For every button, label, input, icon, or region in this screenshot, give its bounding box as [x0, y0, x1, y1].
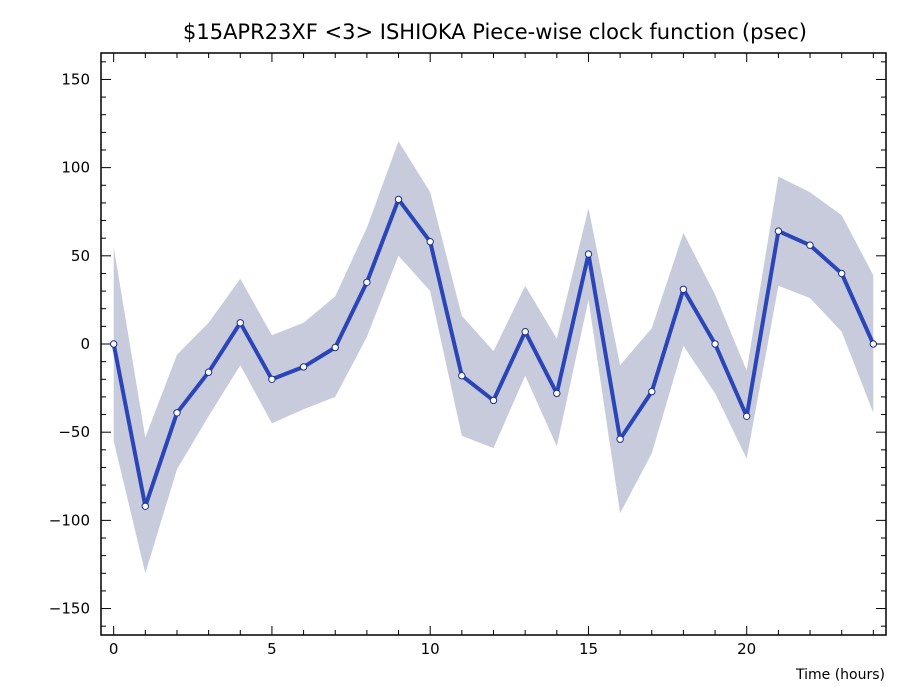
data-point — [110, 340, 118, 348]
x-axis-label: Time (hours) — [795, 667, 885, 683]
y-tick-labels: −150 −100 −50 0 50 100 150 — [49, 71, 90, 618]
data-point — [838, 269, 846, 278]
data-point — [648, 387, 656, 396]
data-point — [489, 396, 498, 405]
data-point — [299, 363, 308, 371]
y-tick-label: −100 — [49, 511, 90, 529]
data-point — [774, 227, 783, 235]
x-tick-label: 5 — [267, 640, 277, 658]
data-point — [268, 375, 276, 383]
x-tick-label: 15 — [579, 640, 598, 658]
data-points-layer — [110, 195, 877, 510]
data-point — [426, 238, 434, 246]
data-point — [236, 319, 245, 327]
y-tick-label: 0 — [80, 335, 90, 353]
x-tick-label: 20 — [737, 640, 756, 658]
data-point — [458, 372, 466, 380]
y-tick-label: 150 — [61, 71, 90, 89]
data-point — [584, 250, 593, 258]
data-point — [869, 340, 877, 348]
uncertainty-band-layer — [113, 141, 874, 574]
data-point — [711, 340, 719, 348]
data-point — [553, 389, 561, 398]
uncertainty-band — [113, 141, 874, 574]
data-point — [679, 285, 688, 293]
data-point — [394, 195, 403, 204]
y-tick-label: −50 — [58, 423, 90, 441]
data-point — [141, 502, 150, 510]
data-point — [363, 278, 371, 286]
data-point — [173, 409, 181, 417]
axis-ticks — [101, 53, 886, 635]
x-tick-label: 10 — [421, 640, 440, 658]
data-point — [743, 412, 751, 420]
chart-title: $15APR23XF <3> ISHIOKA Piece-wise clock … — [183, 20, 807, 44]
x-tick-label: 0 — [109, 640, 119, 658]
data-point — [331, 343, 339, 352]
data-point — [521, 328, 529, 336]
y-tick-label: 50 — [71, 247, 90, 265]
data-point — [806, 241, 814, 249]
y-tick-label: 100 — [61, 159, 90, 177]
data-point — [616, 435, 624, 443]
y-tick-label: −150 — [49, 600, 90, 618]
x-tick-labels: 0 5 10 15 20 — [109, 640, 756, 658]
data-point — [204, 368, 213, 376]
